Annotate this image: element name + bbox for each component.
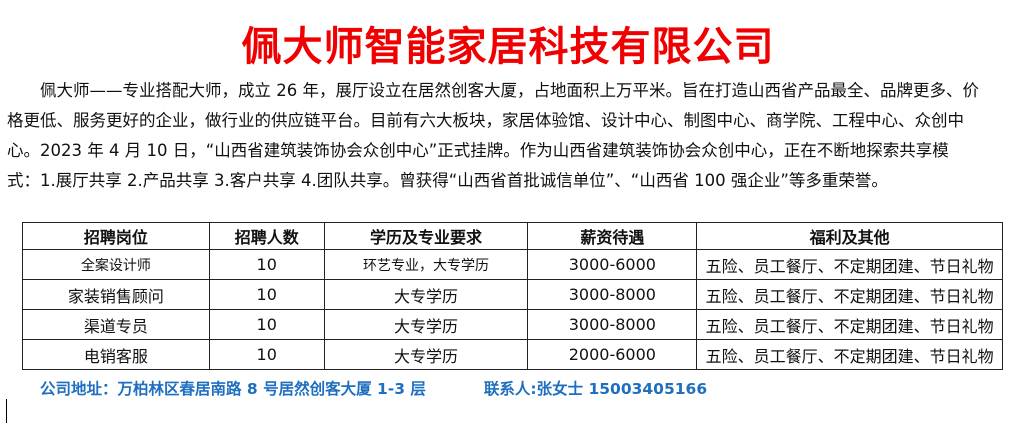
intro-line: 佩大师——专业搭配大师，成立 26 年，展厅设立在居然创客大厦，占地面积上万平米… [40, 81, 979, 100]
header-count: 招聘人数 [208, 222, 325, 250]
table-row: 全案设计师 10 环艺专业，大专学历 3000-6000 五险、员工餐厅、不定期… [22, 249, 1003, 280]
footer: 公司地址：万柏林区春居南路 8 号居然创客大厦 1-3 层 联系人:张女士 150… [40, 377, 707, 399]
cell-salary: 3000-6000 [527, 249, 698, 280]
intro-line: 格更低、服务更好的企业，做行业的供应链平台。目前有六大板块，家居体验馆、设计中心… [7, 111, 964, 130]
cell-benefits: 五险、员工餐厅、不定期团建、节日礼物 [696, 279, 1003, 310]
cell-requirements: 环艺专业，大专学历 [323, 249, 529, 280]
cell-position: 渠道专员 [22, 309, 210, 340]
cell-count: 10 [208, 279, 325, 310]
contact-info: 联系人:张女士 15003405166 [483, 380, 708, 398]
text-cursor [6, 399, 7, 423]
company-title: 佩大师智能家居科技有限公司 [241, 24, 775, 70]
cell-benefits: 五险、员工餐厅、不定期团建、节日礼物 [696, 339, 1003, 370]
company-address: 公司地址：万柏林区春居南路 8 号居然创客大厦 1-3 层 [40, 380, 426, 398]
cell-count: 10 [208, 339, 325, 370]
table-row: 家装销售顾问 10 大专学历 3000-8000 五险、员工餐厅、不定期团建、节… [22, 279, 1003, 310]
intro-line: 式：1.展厅共享 2.产品共享 3.客户共享 4.团队共享。曾获得“山西省首批诚… [7, 171, 888, 190]
company-intro: 佩大师——专业搭配大师，成立 26 年，展厅设立在居然创客大厦，占地面积上万平米… [7, 76, 1012, 196]
cell-count: 10 [208, 309, 325, 340]
table-row: 渠道专员 10 大专学历 3000-8000 五险、员工餐厅、不定期团建、节日礼… [22, 309, 1003, 340]
cell-requirements: 大专学历 [323, 339, 529, 370]
table-row: 电销客服 10 大专学历 2000-6000 五险、员工餐厅、不定期团建、节日礼… [22, 339, 1003, 370]
header-benefits: 福利及其他 [696, 222, 1003, 250]
intro-line: 心。2023 年 4 月 10 日，“山西省建筑装饰协会众创中心”正式挂牌。作为… [7, 141, 949, 160]
cell-benefits: 五险、员工餐厅、不定期团建、节日礼物 [696, 309, 1003, 340]
cell-position: 家装销售顾问 [22, 279, 210, 310]
cell-position: 电销客服 [22, 339, 210, 370]
cell-salary: 3000-8000 [527, 309, 698, 340]
cell-position: 全案设计师 [22, 249, 210, 280]
cell-count: 10 [208, 249, 325, 280]
table-header-row: 招聘岗位 招聘人数 学历及专业要求 薪资待遇 福利及其他 [22, 222, 1003, 250]
recruitment-table: 招聘岗位 招聘人数 学历及专业要求 薪资待遇 福利及其他 全案设计师 10 环艺… [22, 222, 1003, 370]
cell-salary: 3000-8000 [527, 279, 698, 310]
cell-salary: 2000-6000 [527, 339, 698, 370]
header-position: 招聘岗位 [22, 222, 210, 250]
header-salary: 薪资待遇 [527, 222, 698, 250]
cell-benefits: 五险、员工餐厅、不定期团建、节日礼物 [696, 249, 1003, 280]
header-requirements: 学历及专业要求 [323, 222, 529, 250]
cell-requirements: 大专学历 [323, 309, 529, 340]
cell-requirements: 大专学历 [323, 279, 529, 310]
